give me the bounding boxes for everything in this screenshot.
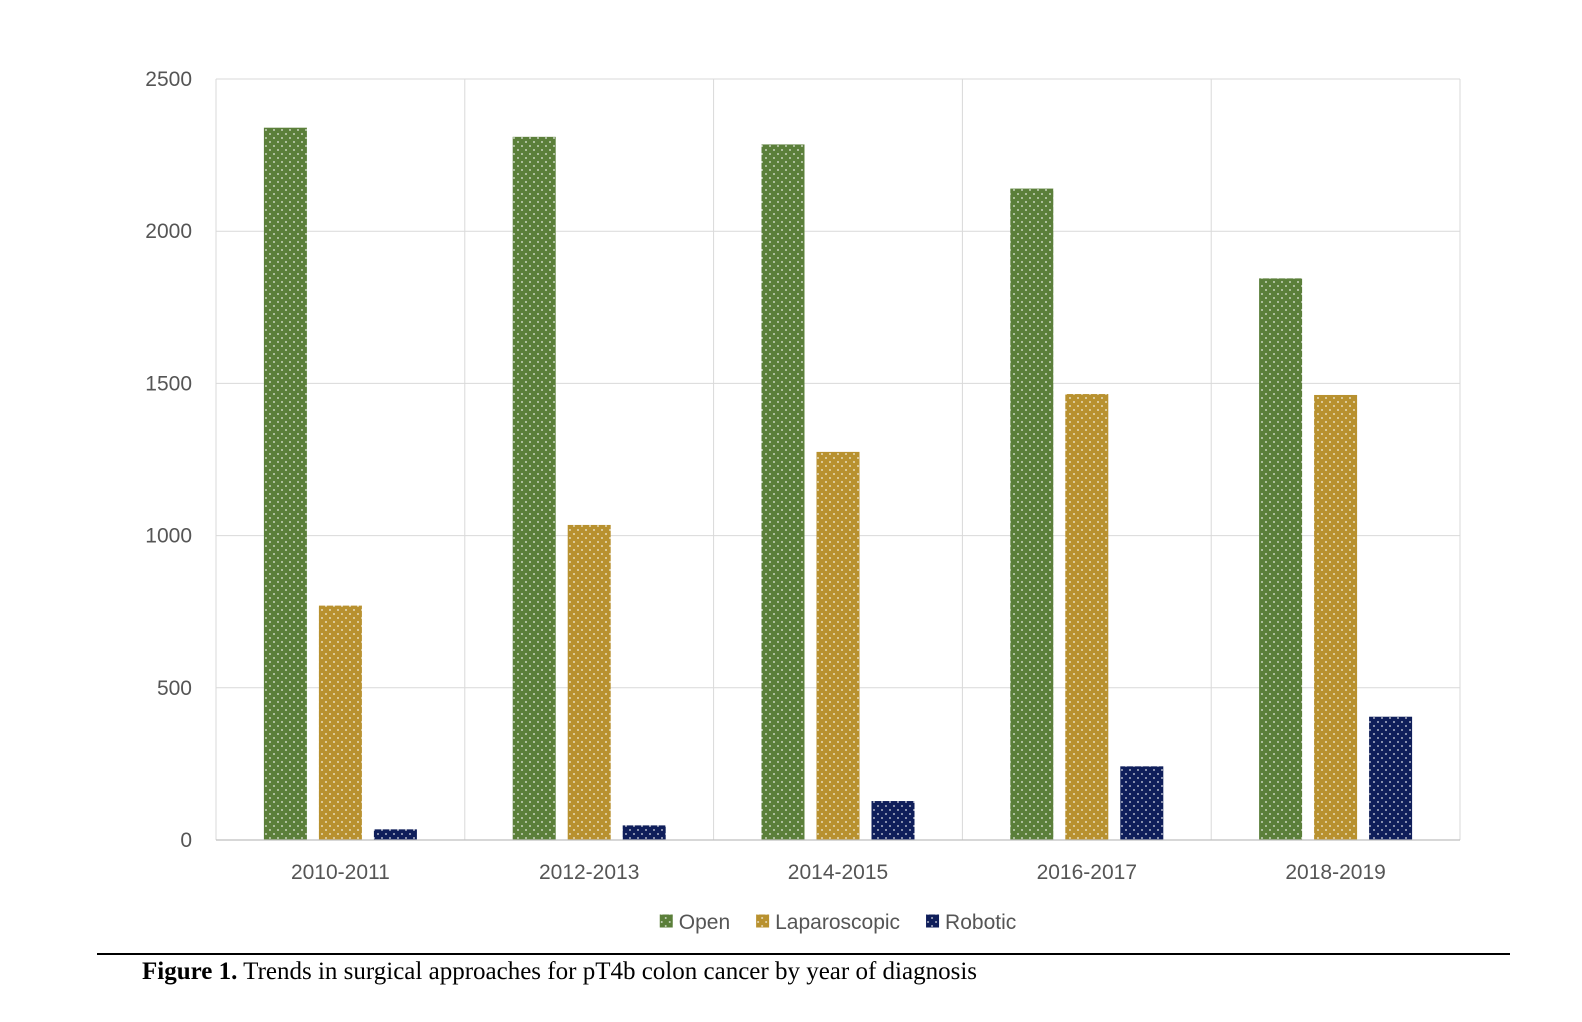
bar-laparoscopic-2018-2019 — [1314, 394, 1358, 840]
x-tick-label: 2018-2019 — [1285, 861, 1385, 884]
legend-swatch — [926, 914, 940, 928]
axes: 0 500 1000 1500 2000 2500 2010-2011 2012-2013 20… — [145, 68, 1460, 884]
bar-robotic-2014-2015 — [871, 801, 915, 840]
x-tick-label: 2014-2015 — [788, 861, 888, 884]
bar-open-2016-2017 — [1010, 188, 1054, 841]
bar-open-2018-2019 — [1259, 278, 1303, 841]
y-tick-label: 2000 — [145, 220, 192, 243]
legend-label: Laparoscopic — [775, 911, 900, 934]
y-tick-label: 1500 — [145, 372, 192, 395]
bar-robotic-2010-2011 — [373, 829, 417, 840]
bar-laparoscopic-2014-2015 — [816, 451, 860, 840]
caption-label: Figure 1. — [142, 958, 238, 985]
bar-laparoscopic-2016-2017 — [1065, 394, 1109, 840]
legend-swatch — [756, 914, 770, 928]
bar-laparoscopic-2010-2011 — [318, 605, 362, 840]
bar-chart: 0 500 1000 1500 2000 2500 2010-2011 2012-2013 20… — [145, 68, 1461, 934]
y-tick-label: 2500 — [145, 68, 192, 91]
legend-label: Open — [679, 911, 730, 934]
x-tick-label: 2010-2011 — [291, 861, 390, 884]
gridlines — [215, 78, 1461, 841]
bar-open-2012-2013 — [512, 136, 556, 840]
caption-divider — [97, 953, 1510, 955]
bar-laparoscopic-2012-2013 — [567, 524, 611, 840]
legend-item-laparoscopic: Laparoscopic — [756, 911, 900, 934]
x-tick-label: 2016-2017 — [1037, 861, 1137, 884]
bar-open-2014-2015 — [761, 144, 805, 841]
legend-swatch — [659, 914, 673, 928]
caption-text: Trends in surgical approaches for pT4b c… — [237, 958, 977, 985]
y-tick-label: 500 — [157, 677, 192, 700]
x-tick-label: 2012-2013 — [539, 861, 639, 884]
legend: Open Laparoscopic Robotic — [659, 911, 1016, 934]
bar-robotic-2018-2019 — [1369, 716, 1413, 840]
y-tick-label: 0 — [180, 829, 192, 852]
legend-label: Robotic — [945, 911, 1016, 934]
legend-item-open: Open — [659, 911, 730, 934]
figure-caption: Figure 1. Trends in surgical approaches … — [142, 958, 977, 986]
bar-robotic-2012-2013 — [622, 825, 666, 840]
bar-robotic-2016-2017 — [1120, 766, 1164, 840]
bars — [263, 127, 1413, 841]
bar-open-2010-2011 — [263, 127, 307, 841]
y-tick-label: 1000 — [145, 525, 192, 548]
legend-item-robotic: Robotic — [926, 911, 1016, 934]
